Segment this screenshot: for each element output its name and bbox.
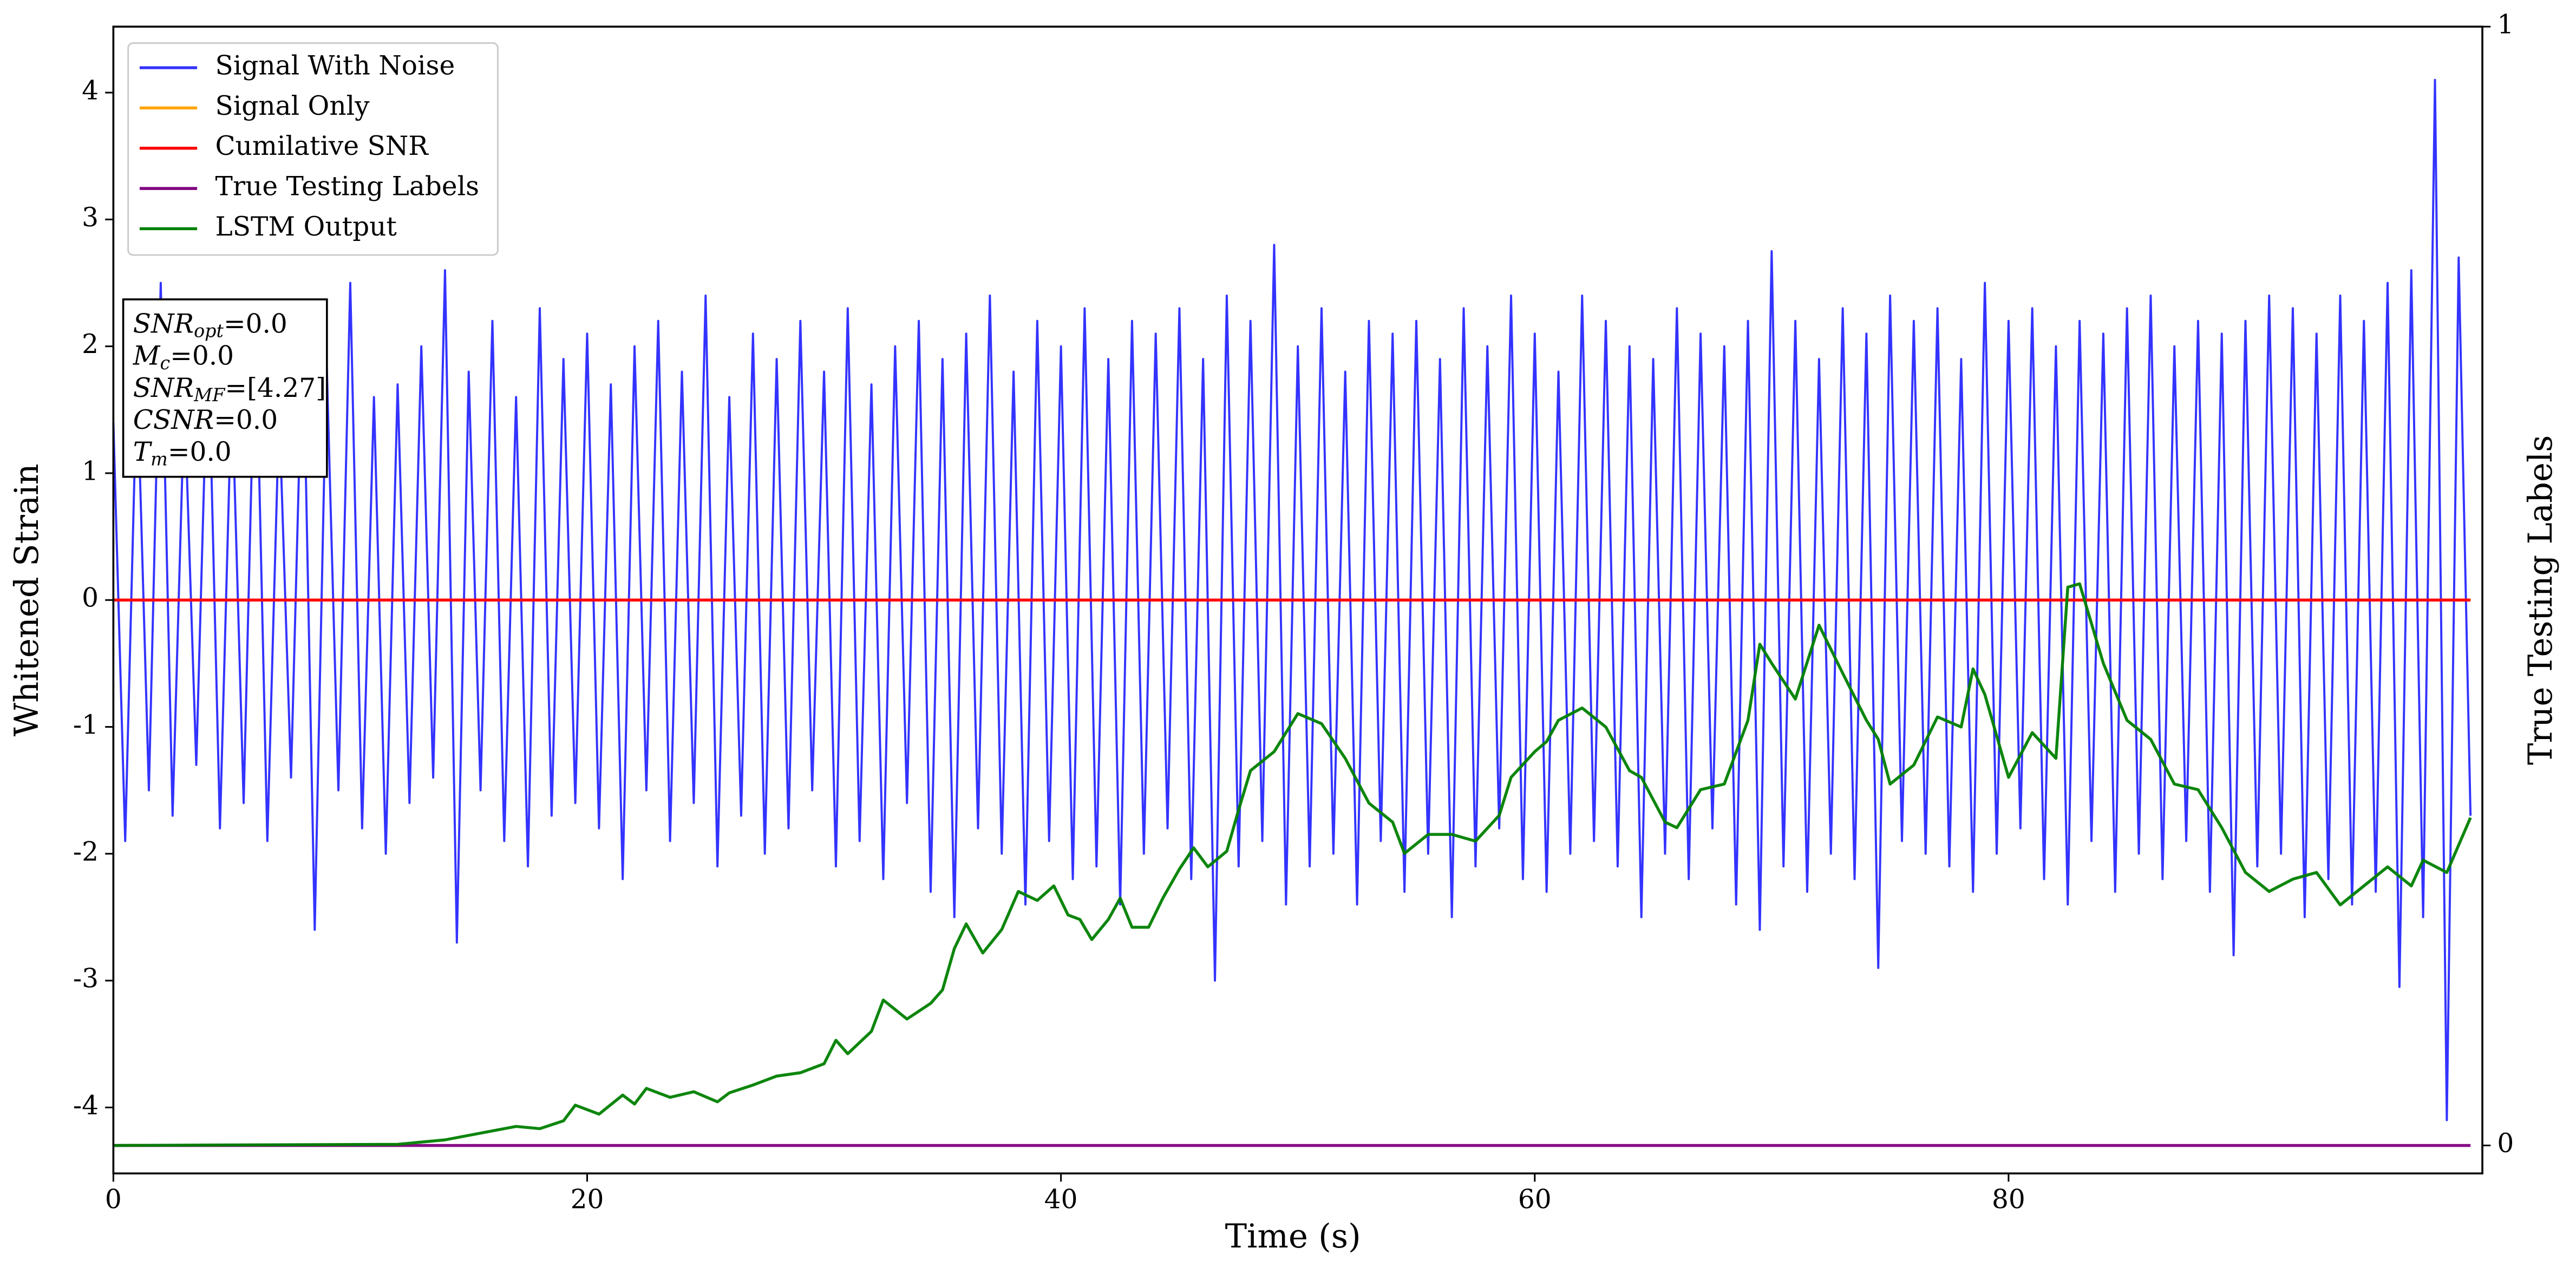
y-tick-label: 4	[82, 76, 99, 106]
y-tick-label: -4	[73, 1090, 99, 1121]
y-axis-label: Whitened Strain	[8, 463, 46, 736]
annotation: SNRopt=0.0Mc=0.0SNRMF=[4.27]CSNR=0.0Tm=0…	[122, 298, 328, 478]
annotation-value: =0.0	[168, 437, 232, 467]
x-tick-label: 60	[1518, 1184, 1552, 1214]
y2-tick-label: 0	[2497, 1128, 2514, 1159]
annotation-line: SNRopt=0.0	[133, 309, 287, 342]
annotation-symbol: CSNR	[133, 404, 214, 435]
annotation-symbol: SNR	[133, 373, 194, 403]
annotation-value: =0.0	[224, 309, 287, 339]
series-line	[112, 79, 2472, 1121]
annotation-symbol: M	[133, 341, 161, 371]
plot-area	[112, 79, 2472, 1147]
y2-axis-label: True Testing Labels	[2522, 435, 2560, 765]
y-tick-label: 0	[82, 583, 99, 613]
legend-label: Cumilative SNR	[215, 131, 429, 161]
annotation-box	[122, 298, 328, 478]
annotation-line: CSNR=0.0	[133, 404, 278, 435]
annotation-subscript: m	[151, 448, 168, 469]
y-tick-label: -3	[73, 964, 99, 994]
series-line	[113, 582, 2472, 1147]
annotation-line: SNRMF=[4.27]	[133, 373, 326, 406]
legend-label: Signal With Noise	[215, 51, 455, 81]
x-tick-label: 20	[571, 1184, 604, 1214]
legend-box	[127, 42, 499, 256]
annotation-symbol: SNR	[133, 309, 194, 339]
legend: Signal With Noise Signal Only Cumilative S…	[127, 42, 499, 256]
y-tick-label: 1	[82, 456, 99, 486]
annotation-subscript: MF	[193, 384, 226, 406]
annotation-line: Mc=0.0	[133, 341, 234, 374]
legend-label: LSTM Output	[215, 212, 397, 242]
annotation-subscript: opt	[194, 321, 224, 342]
x-tick-label: 80	[1992, 1184, 2025, 1214]
y-tick-label: 3	[82, 202, 99, 233]
x-axis-label: Time (s)	[1225, 1218, 1361, 1256]
annotation-value: =[4.27]	[225, 373, 326, 403]
y-tick-label: 2	[82, 329, 99, 360]
legend-label: Signal Only	[215, 91, 370, 121]
y-tick-label: -1	[73, 710, 99, 740]
y-tick-label: -2	[73, 837, 99, 867]
x-tick-label: 0	[105, 1184, 122, 1214]
annotation-symbol: T	[133, 437, 153, 467]
annotation-value: =0.0	[214, 404, 278, 435]
annotation-value: =0.0	[170, 341, 234, 371]
annotation-line: Tm=0.0	[133, 437, 232, 470]
legend-label: True Testing Labels	[215, 172, 480, 202]
x-tick-label: 40	[1044, 1184, 1078, 1214]
annotation-subscript: c	[160, 352, 171, 374]
y2-tick-label: 1	[2497, 10, 2514, 40]
